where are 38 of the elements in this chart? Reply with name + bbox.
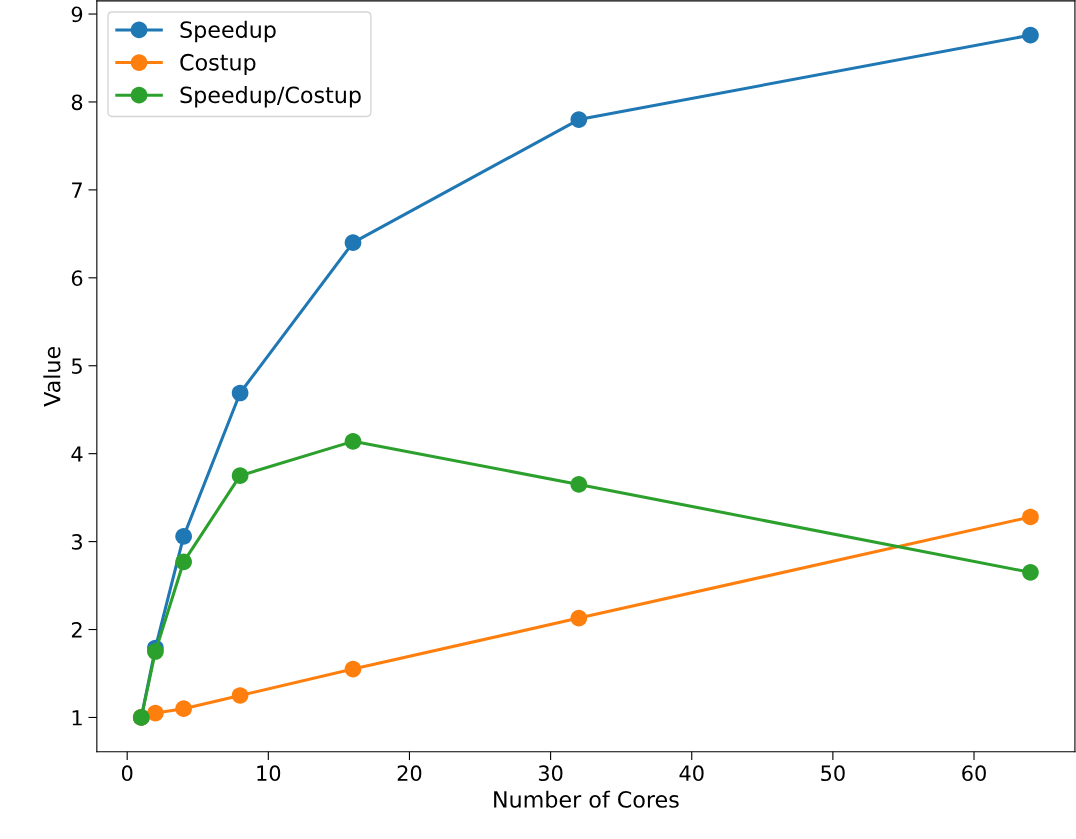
y-axis-title: Value xyxy=(43,346,61,407)
point xyxy=(570,111,588,128)
point xyxy=(175,700,192,717)
legend-label: Speedup xyxy=(180,20,276,43)
point xyxy=(231,687,249,704)
y-tick-label: 8 xyxy=(71,94,83,111)
y-tick-label: 3 xyxy=(71,534,82,550)
legend-label: Costup xyxy=(180,53,256,75)
y-tick-label: 7 xyxy=(72,182,82,198)
y-tick-label: 1 xyxy=(72,710,82,726)
x-tick-label: 60 xyxy=(962,765,986,782)
point xyxy=(147,643,164,660)
point xyxy=(175,553,192,571)
point xyxy=(570,476,588,493)
x-tick-label: 50 xyxy=(821,765,845,782)
point xyxy=(344,234,362,251)
legend-label: Speedup/Costup xyxy=(180,86,361,108)
point xyxy=(231,384,249,402)
x-tick-label: 10 xyxy=(257,765,281,782)
point xyxy=(175,527,192,545)
point xyxy=(344,660,362,678)
x-tick-label: 20 xyxy=(397,765,422,782)
point xyxy=(1022,26,1039,44)
x-axis-title: Number of Cores xyxy=(494,790,679,808)
x-tick-label: 30 xyxy=(538,765,563,782)
y-tick-label: 2 xyxy=(71,621,82,638)
point xyxy=(231,467,249,484)
y-tick-label: 6 xyxy=(71,270,83,287)
point xyxy=(147,704,164,722)
point xyxy=(1022,508,1039,526)
point xyxy=(570,609,588,627)
x-tick-label: 0 xyxy=(121,765,133,782)
point xyxy=(1022,564,1039,581)
point xyxy=(344,433,362,450)
x-tick-label: 40 xyxy=(679,765,704,782)
y-tick-label: 9 xyxy=(71,6,83,23)
y-tick-label: 4 xyxy=(71,446,83,462)
y-tick-label: 5 xyxy=(72,358,82,374)
